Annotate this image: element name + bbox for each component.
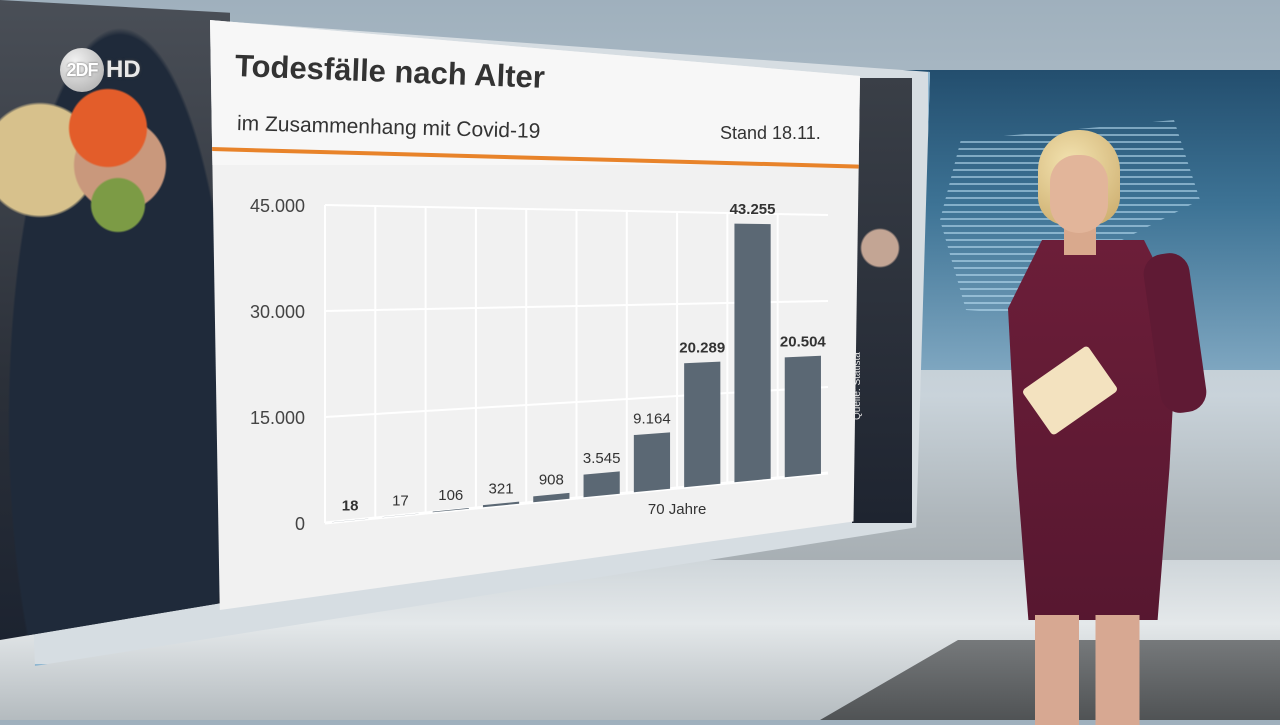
chart-source: Quelle: Statista: [852, 352, 863, 420]
logo-hd-label: HD: [106, 56, 141, 83]
logo-mark: 2DF: [60, 48, 104, 92]
chart-panel: Todesfälle nach Alter im Zusammenhang mi…: [210, 20, 860, 610]
background-photo-edge: [852, 78, 912, 523]
news-presenter: [990, 125, 1209, 725]
channel-logo: 2DF HD: [60, 48, 185, 92]
presenter-face: [1050, 155, 1108, 233]
background-photo-crowd: [0, 0, 230, 640]
chart-date-label: Stand 18.11.: [720, 123, 821, 143]
presenter-legs: [1035, 615, 1145, 725]
